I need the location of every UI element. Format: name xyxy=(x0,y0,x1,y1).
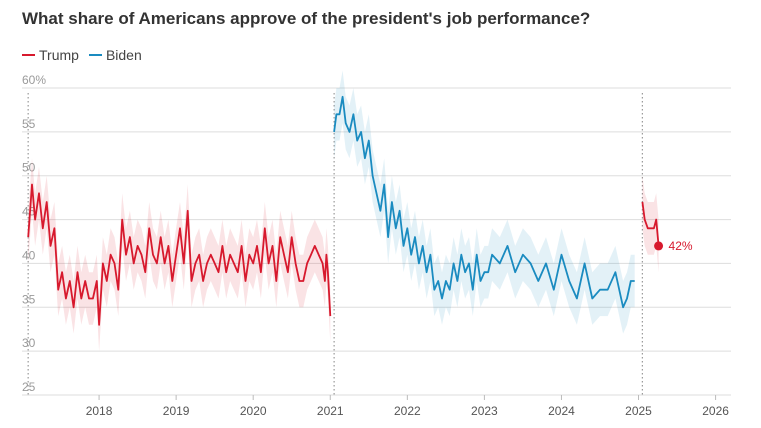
x-tick-label: 2021 xyxy=(317,404,344,418)
y-tick-label: 30 xyxy=(22,336,36,350)
x-tick-label: 2019 xyxy=(163,404,190,418)
y-tick-label: 35 xyxy=(22,292,36,306)
series-line-trump xyxy=(27,183,332,326)
x-tick-label: 2025 xyxy=(625,404,652,418)
x-tick-label: 2024 xyxy=(548,404,575,418)
legend-swatch-biden xyxy=(88,54,102,56)
x-tick-label: 2018 xyxy=(86,404,113,418)
y-tick-label: 40 xyxy=(22,248,36,262)
y-tick-label: 50 xyxy=(22,161,36,175)
chart-title: What share of Americans approve of the p… xyxy=(22,9,591,28)
confidence-band-trump xyxy=(28,158,331,352)
x-tick-label: 2020 xyxy=(240,404,267,418)
confidence-band-biden xyxy=(334,70,635,334)
end-point-marker xyxy=(654,241,664,251)
legend-swatch-trump xyxy=(22,54,35,56)
x-tick-label: 2022 xyxy=(394,404,421,418)
legend-item-trump[interactable]: Trump xyxy=(22,47,79,63)
legend-item-biden[interactable]: Biden xyxy=(88,47,142,63)
confidence-band-trump xyxy=(642,175,659,273)
x-tick-label: 2023 xyxy=(471,404,498,418)
chart-legend: Trump Biden xyxy=(22,47,152,63)
legend-label-biden: Biden xyxy=(105,47,142,63)
y-tick-label: 60% xyxy=(22,73,46,87)
x-tick-label: 2026 xyxy=(702,404,729,418)
legend-label-trump: Trump xyxy=(39,47,79,63)
end-value-label: 42% xyxy=(669,239,693,253)
y-tick-label: 45 xyxy=(22,205,36,219)
series-line-biden xyxy=(333,95,635,309)
y-tick-label: 25 xyxy=(22,380,36,394)
series-line-trump xyxy=(641,201,660,246)
y-tick-label: 55 xyxy=(22,117,36,131)
